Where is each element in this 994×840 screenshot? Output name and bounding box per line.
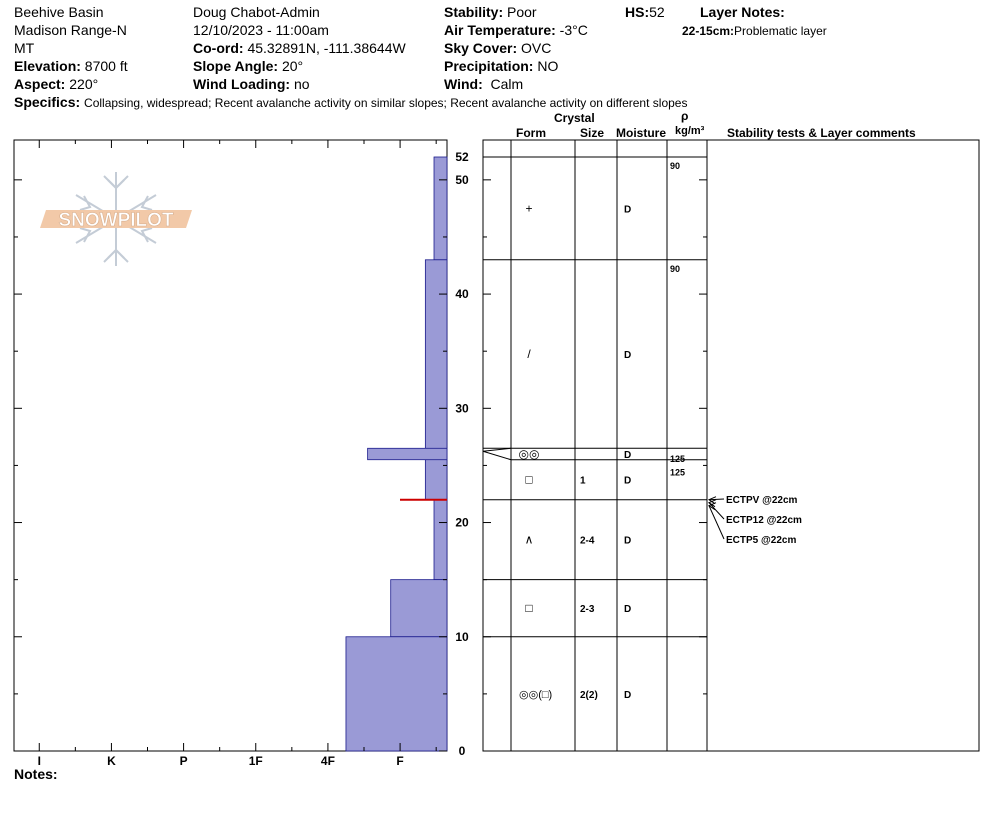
arrow-icon bbox=[707, 502, 717, 511]
stability: Stability: Poor bbox=[444, 4, 537, 20]
snowpilot-logo: SNOWPILOT bbox=[40, 172, 192, 266]
observer: Doug Chabot-Admin bbox=[193, 4, 320, 20]
layer-moisture: D bbox=[624, 450, 631, 461]
depth-tick-label: 20 bbox=[455, 516, 469, 530]
layer-note: 22-15cm:Problematic layer bbox=[682, 24, 827, 38]
stability-test-label: ECTP5 @22cm bbox=[726, 535, 796, 546]
layer-moisture: D bbox=[624, 350, 631, 361]
density-value: 90 bbox=[670, 264, 680, 274]
layer-form-symbol: □ bbox=[525, 473, 532, 487]
layers-panel bbox=[482, 139, 980, 752]
hardness-tick-label: P bbox=[180, 754, 188, 768]
size-header: Size bbox=[580, 126, 605, 140]
sky-cover: Sky Cover: OVC bbox=[444, 40, 552, 56]
state: MT bbox=[14, 40, 35, 56]
notes-label: Notes: bbox=[14, 766, 58, 782]
wind-loading: Wind Loading: no bbox=[193, 76, 310, 92]
stability-test-leader bbox=[708, 505, 725, 540]
moisture-header: Moisture bbox=[616, 126, 667, 140]
depth-tick-label: 30 bbox=[455, 401, 469, 415]
hardness-tick-label: 1F bbox=[249, 754, 263, 768]
aspect: Aspect: 220° bbox=[14, 76, 99, 92]
density-value: 90 bbox=[670, 161, 680, 171]
layer-form-symbol: / bbox=[527, 347, 531, 361]
svg-text:SNOWPILOT: SNOWPILOT bbox=[58, 210, 173, 231]
density-unit-header: kg/m³ bbox=[675, 125, 705, 137]
hardness-bar bbox=[367, 447, 448, 461]
hardness-tick-label: K bbox=[107, 754, 116, 768]
layer-moisture: D bbox=[624, 204, 631, 215]
slope-angle: Slope Angle: 20° bbox=[193, 58, 304, 74]
stability-test-label: ECTP12 @22cm bbox=[726, 515, 802, 526]
stability-header: Stability tests & Layer comments bbox=[727, 126, 916, 140]
snow-height: HS:52 bbox=[625, 4, 665, 20]
depth-tick-label: 0 bbox=[459, 744, 466, 758]
rho-header: ρ bbox=[681, 109, 689, 123]
layer-boundary-connector bbox=[482, 450, 512, 461]
form-header: Form bbox=[516, 126, 546, 140]
precipitation: Precipitation: NO bbox=[444, 58, 559, 74]
elevation: Elevation: 8700 ft bbox=[14, 58, 128, 74]
depth-tick-label: 50 bbox=[455, 173, 469, 187]
stability-test-leader bbox=[708, 498, 725, 501]
layer-size: 2(2) bbox=[580, 690, 598, 701]
specifics: Specifics: Collapsing, widespread; Recen… bbox=[14, 94, 688, 110]
layer-form-symbol: ◎◎(□) bbox=[519, 689, 552, 701]
layer-boundary-connector bbox=[482, 447, 512, 452]
crystal-header: Crystal bbox=[554, 111, 595, 125]
coordinates: Co-ord: 45.32891N, -111.38644W bbox=[193, 40, 406, 56]
arrow-icon bbox=[707, 499, 717, 508]
datetime: 12/10/2023 - 11:00am bbox=[193, 22, 329, 38]
density-value: 125 bbox=[670, 467, 685, 477]
range: Madison Range-N bbox=[14, 22, 127, 38]
depth-tick-label: 52 bbox=[455, 150, 469, 164]
depth-tick-label: 40 bbox=[455, 287, 469, 301]
hardness-tick-label: I bbox=[38, 754, 41, 768]
layer-form-symbol: + bbox=[525, 201, 532, 215]
air-temperature: Air Temperature: -3°C bbox=[444, 22, 588, 38]
layer-notes-label: Layer Notes: bbox=[700, 4, 785, 20]
hardness-bar bbox=[345, 636, 448, 752]
stability-test-leader bbox=[708, 502, 725, 520]
hardness-bar bbox=[433, 499, 448, 581]
layer-form-symbol: □ bbox=[525, 601, 532, 615]
hardness-bar bbox=[390, 579, 448, 638]
location: Beehive Basin bbox=[14, 4, 104, 20]
layer-moisture: D bbox=[624, 604, 631, 615]
layer-moisture: D bbox=[624, 476, 631, 487]
hardness-bar bbox=[424, 259, 448, 501]
layer-moisture: D bbox=[624, 536, 631, 547]
layer-size: 2-3 bbox=[580, 604, 595, 615]
depth-tick-label: 10 bbox=[455, 630, 469, 644]
layer-moisture: D bbox=[624, 690, 631, 701]
layer-size: 1 bbox=[580, 476, 586, 487]
hardness-tick-label: F bbox=[396, 754, 403, 768]
arrow-icon bbox=[707, 496, 717, 505]
layer-form-symbol: ∧ bbox=[525, 533, 534, 547]
wind: Wind: Calm bbox=[444, 76, 524, 92]
layer-form-symbol: ◎◎ bbox=[519, 447, 540, 461]
hardness-bar bbox=[433, 156, 448, 261]
density-value: 125 bbox=[670, 454, 685, 464]
stability-test-label: ECTPV @22cm bbox=[726, 495, 798, 506]
layer-size: 2-4 bbox=[580, 536, 595, 547]
hardness-tick-label: 4F bbox=[321, 754, 335, 768]
